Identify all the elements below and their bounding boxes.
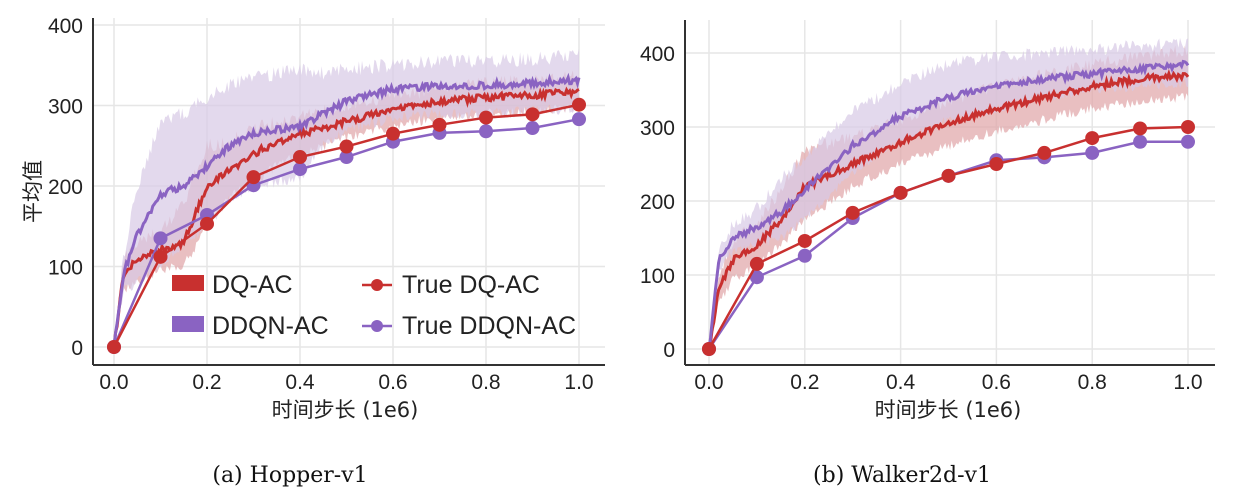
- x-tick-label: 0.2: [192, 371, 221, 394]
- x-tick-label: 0.0: [694, 371, 723, 394]
- marker-true-dq-ac: [246, 170, 261, 185]
- y-tick-label: 100: [48, 257, 83, 280]
- x-tick-label: 0.8: [1078, 371, 1107, 394]
- y-tick-label: 100: [640, 265, 675, 288]
- marker-true-dq-ac: [200, 216, 214, 231]
- legend-label: True DDQN-AC: [402, 312, 576, 340]
- marker-true-dq-ac: [893, 185, 908, 200]
- x-tick-label: 0.4: [886, 371, 916, 394]
- line-dq-ac: [707, 69, 1190, 350]
- chart-panel-1: 0.0 0.2 0.4 0.6 0.8 1.0 0 100 200 300 400 时间步长 (1e6…: [21, 15, 605, 488]
- marker-true-ddqn-ac: [153, 231, 168, 246]
- chart-panel-2: 0.0 0.2 0.4 0.6 0.8 1.0 0 100 200 300 400 时间步长 (1e6…: [640, 20, 1215, 488]
- x-axis-label: 时间步长 (1e6): [875, 398, 1022, 422]
- y-tick-label: 400: [48, 15, 83, 38]
- legend-marker-true-dq-ac: [371, 279, 383, 291]
- legend: DQ-AC DDQN-AC True DQ-AC True DDQN-AC: [172, 271, 576, 340]
- x-tick-label: 0.6: [378, 371, 407, 394]
- x-tick-label: 0.0: [99, 371, 128, 394]
- marker-true-dq-ac: [107, 340, 121, 354]
- marker-true-dq-ac: [293, 150, 307, 165]
- x-tick-label: 0.4: [285, 371, 315, 394]
- marker-true-ddqn-ac: [1181, 134, 1195, 149]
- marker-true-dq-ac: [1037, 145, 1052, 160]
- marker-true-dq-ac: [989, 157, 1004, 171]
- line-ddqn-ac: [112, 72, 581, 348]
- marker-true-ddqn-ac: [572, 112, 586, 127]
- x-axis-label: 时间步长 (1e6): [272, 398, 419, 422]
- caption: (b) Walker2d-v1: [813, 463, 991, 488]
- marker-true-dq-ac: [797, 233, 812, 248]
- marker-true-ddqn-ac: [293, 162, 307, 177]
- y-tick-label: 300: [48, 96, 83, 119]
- line-dq-ac: [112, 86, 580, 348]
- x-tick-label: 0.6: [982, 371, 1011, 394]
- marker-true-ddqn-ac: [339, 150, 354, 165]
- marker-true-ddqn-ac: [749, 270, 764, 285]
- marker-true-dq-ac: [1085, 131, 1100, 146]
- legend-label: DDQN-AC: [212, 312, 329, 340]
- marker-true-dq-ac: [572, 97, 586, 112]
- legend-swatch-dq-ac: [172, 275, 204, 291]
- y-tick-label: 200: [48, 176, 83, 199]
- y-tick-label: 300: [640, 117, 675, 140]
- marker-true-ddqn-ac: [525, 121, 540, 136]
- y-tick-label: 200: [640, 191, 675, 214]
- legend-label: DQ-AC: [212, 271, 293, 299]
- marker-true-dq-ac: [479, 110, 493, 125]
- caption: (a) Hopper-v1: [212, 463, 367, 488]
- marker-true-dq-ac: [702, 342, 716, 356]
- legend-swatch-ddqn-ac: [172, 316, 204, 332]
- x-tick-label: 1.0: [564, 371, 593, 394]
- marker-true-dq-ac: [339, 139, 354, 154]
- marker-true-ddqn-ac: [479, 124, 493, 139]
- marker-true-dq-ac: [432, 117, 447, 132]
- line-ddqn-ac: [707, 59, 1190, 350]
- marker-true-dq-ac: [941, 168, 956, 183]
- x-tick-label: 0.8: [471, 371, 500, 394]
- band-ddqn-ac: [114, 48, 579, 347]
- marker-true-dq-ac: [1181, 120, 1195, 134]
- marker-true-dq-ac: [1133, 121, 1148, 136]
- marker-true-dq-ac: [525, 107, 540, 122]
- legend-marker-true-ddqn-ac: [371, 320, 383, 332]
- marker-true-ddqn-ac: [1085, 145, 1100, 160]
- y-tick-label: 400: [640, 43, 675, 66]
- marker-true-ddqn-ac: [1133, 134, 1148, 149]
- y-tick-label: 0: [71, 337, 83, 360]
- x-tick-label: 0.2: [790, 371, 819, 394]
- marker-true-dq-ac: [845, 205, 860, 220]
- y-tick-label: 0: [663, 339, 675, 362]
- x-tick-label: 1.0: [1173, 371, 1202, 394]
- marker-true-dq-ac: [749, 256, 764, 271]
- y-axis-label: 平均值: [21, 160, 45, 223]
- marker-true-dq-ac: [386, 126, 400, 141]
- marker-true-ddqn-ac: [797, 248, 812, 263]
- legend-label: True DQ-AC: [402, 271, 540, 299]
- marker-true-dq-ac: [153, 249, 168, 264]
